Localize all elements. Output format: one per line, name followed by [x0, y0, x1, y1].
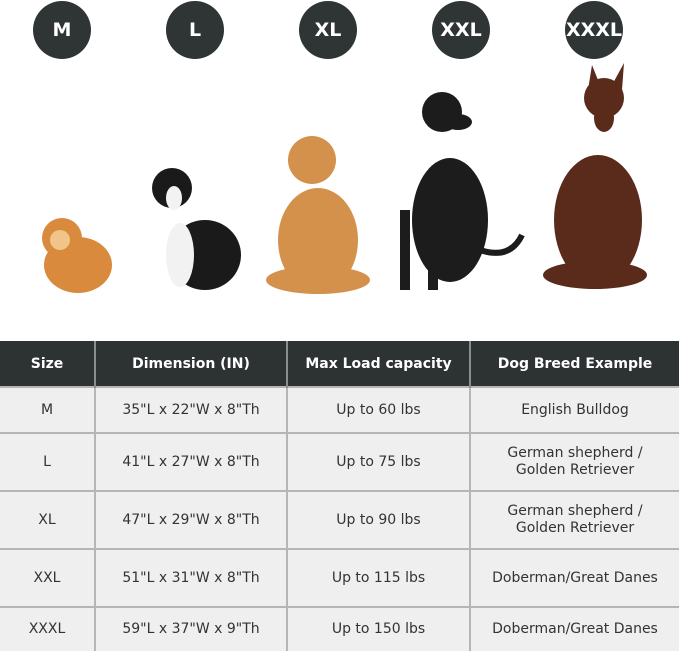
cell-dimension: 51"L x 31"W x 8"Th: [95, 548, 288, 607]
cell-max-load: Up to 115 lbs: [287, 548, 471, 607]
cell-dimension: 41"L x 27"W x 8"Th: [95, 432, 288, 491]
cell-breed: Doberman/Great Danes: [470, 548, 679, 607]
table-row: L 41"L x 27"W x 8"Th Up to 75 lbs German…: [0, 432, 679, 491]
cell-dimension: 35"L x 22"W x 8"Th: [95, 386, 288, 433]
cell-breed: Doberman/Great Danes: [470, 606, 679, 651]
size-badge-xxl: XXL: [432, 1, 490, 59]
cell-size: XXL: [0, 548, 96, 607]
cell-max-load: Up to 90 lbs: [287, 490, 471, 549]
header-size: Size: [0, 341, 96, 387]
table-header-row: Size Dimension (IN) Max Load capacity Do…: [0, 341, 679, 387]
header-breed: Dog Breed Example: [470, 341, 679, 387]
cell-size: XXXL: [0, 606, 96, 651]
cell-max-load: Up to 75 lbs: [287, 432, 471, 491]
cell-breed: German shepherd / Golden Retriever: [470, 490, 679, 549]
cell-size: L: [0, 432, 96, 491]
size-badge-xxxl: XXXL: [565, 1, 623, 59]
size-chart-table: Size Dimension (IN) Max Load capacity Do…: [0, 341, 679, 651]
size-badge-l: L: [166, 1, 224, 59]
cell-size: XL: [0, 490, 96, 549]
breed-line: German shepherd /: [507, 445, 643, 461]
cell-breed: German shepherd / Golden Retriever: [470, 432, 679, 491]
breed-line: Golden Retriever: [515, 462, 635, 478]
size-badge-m: M: [33, 1, 91, 59]
cell-dimension: 59"L x 37"W x 9"Th: [95, 606, 288, 651]
cell-dimension: 47"L x 29"W x 8"Th: [95, 490, 288, 549]
dogs-illustration: [42, 63, 647, 294]
size-badge-xl: XL: [299, 1, 357, 59]
table-row: M 35"L x 22"W x 8"Th Up to 60 lbs Englis…: [0, 386, 679, 433]
header-max-load: Max Load capacity: [287, 341, 471, 387]
cell-max-load: Up to 150 lbs: [287, 606, 471, 651]
great-dane-image: [400, 92, 525, 290]
table-row: XXL 51"L x 31"W x 8"Th Up to 115 lbs Dob…: [0, 548, 679, 607]
header-dimension: Dimension (IN): [95, 341, 288, 387]
golden-retriever-image: [266, 136, 370, 294]
breed-line: German shepherd /: [507, 503, 643, 519]
border-collie-image: [152, 168, 241, 290]
cell-size: M: [0, 386, 96, 433]
table-row: XXXL 59"L x 37"W x 9"Th Up to 150 lbs Do…: [0, 606, 679, 651]
pomeranian-image: [42, 218, 112, 293]
cell-breed: English Bulldog: [470, 386, 679, 433]
table-row: XL 47"L x 29"W x 8"Th Up to 90 lbs Germa…: [0, 490, 679, 549]
cell-max-load: Up to 60 lbs: [287, 386, 471, 433]
breed-line: Golden Retriever: [515, 520, 635, 536]
doberman-image: [543, 63, 647, 289]
